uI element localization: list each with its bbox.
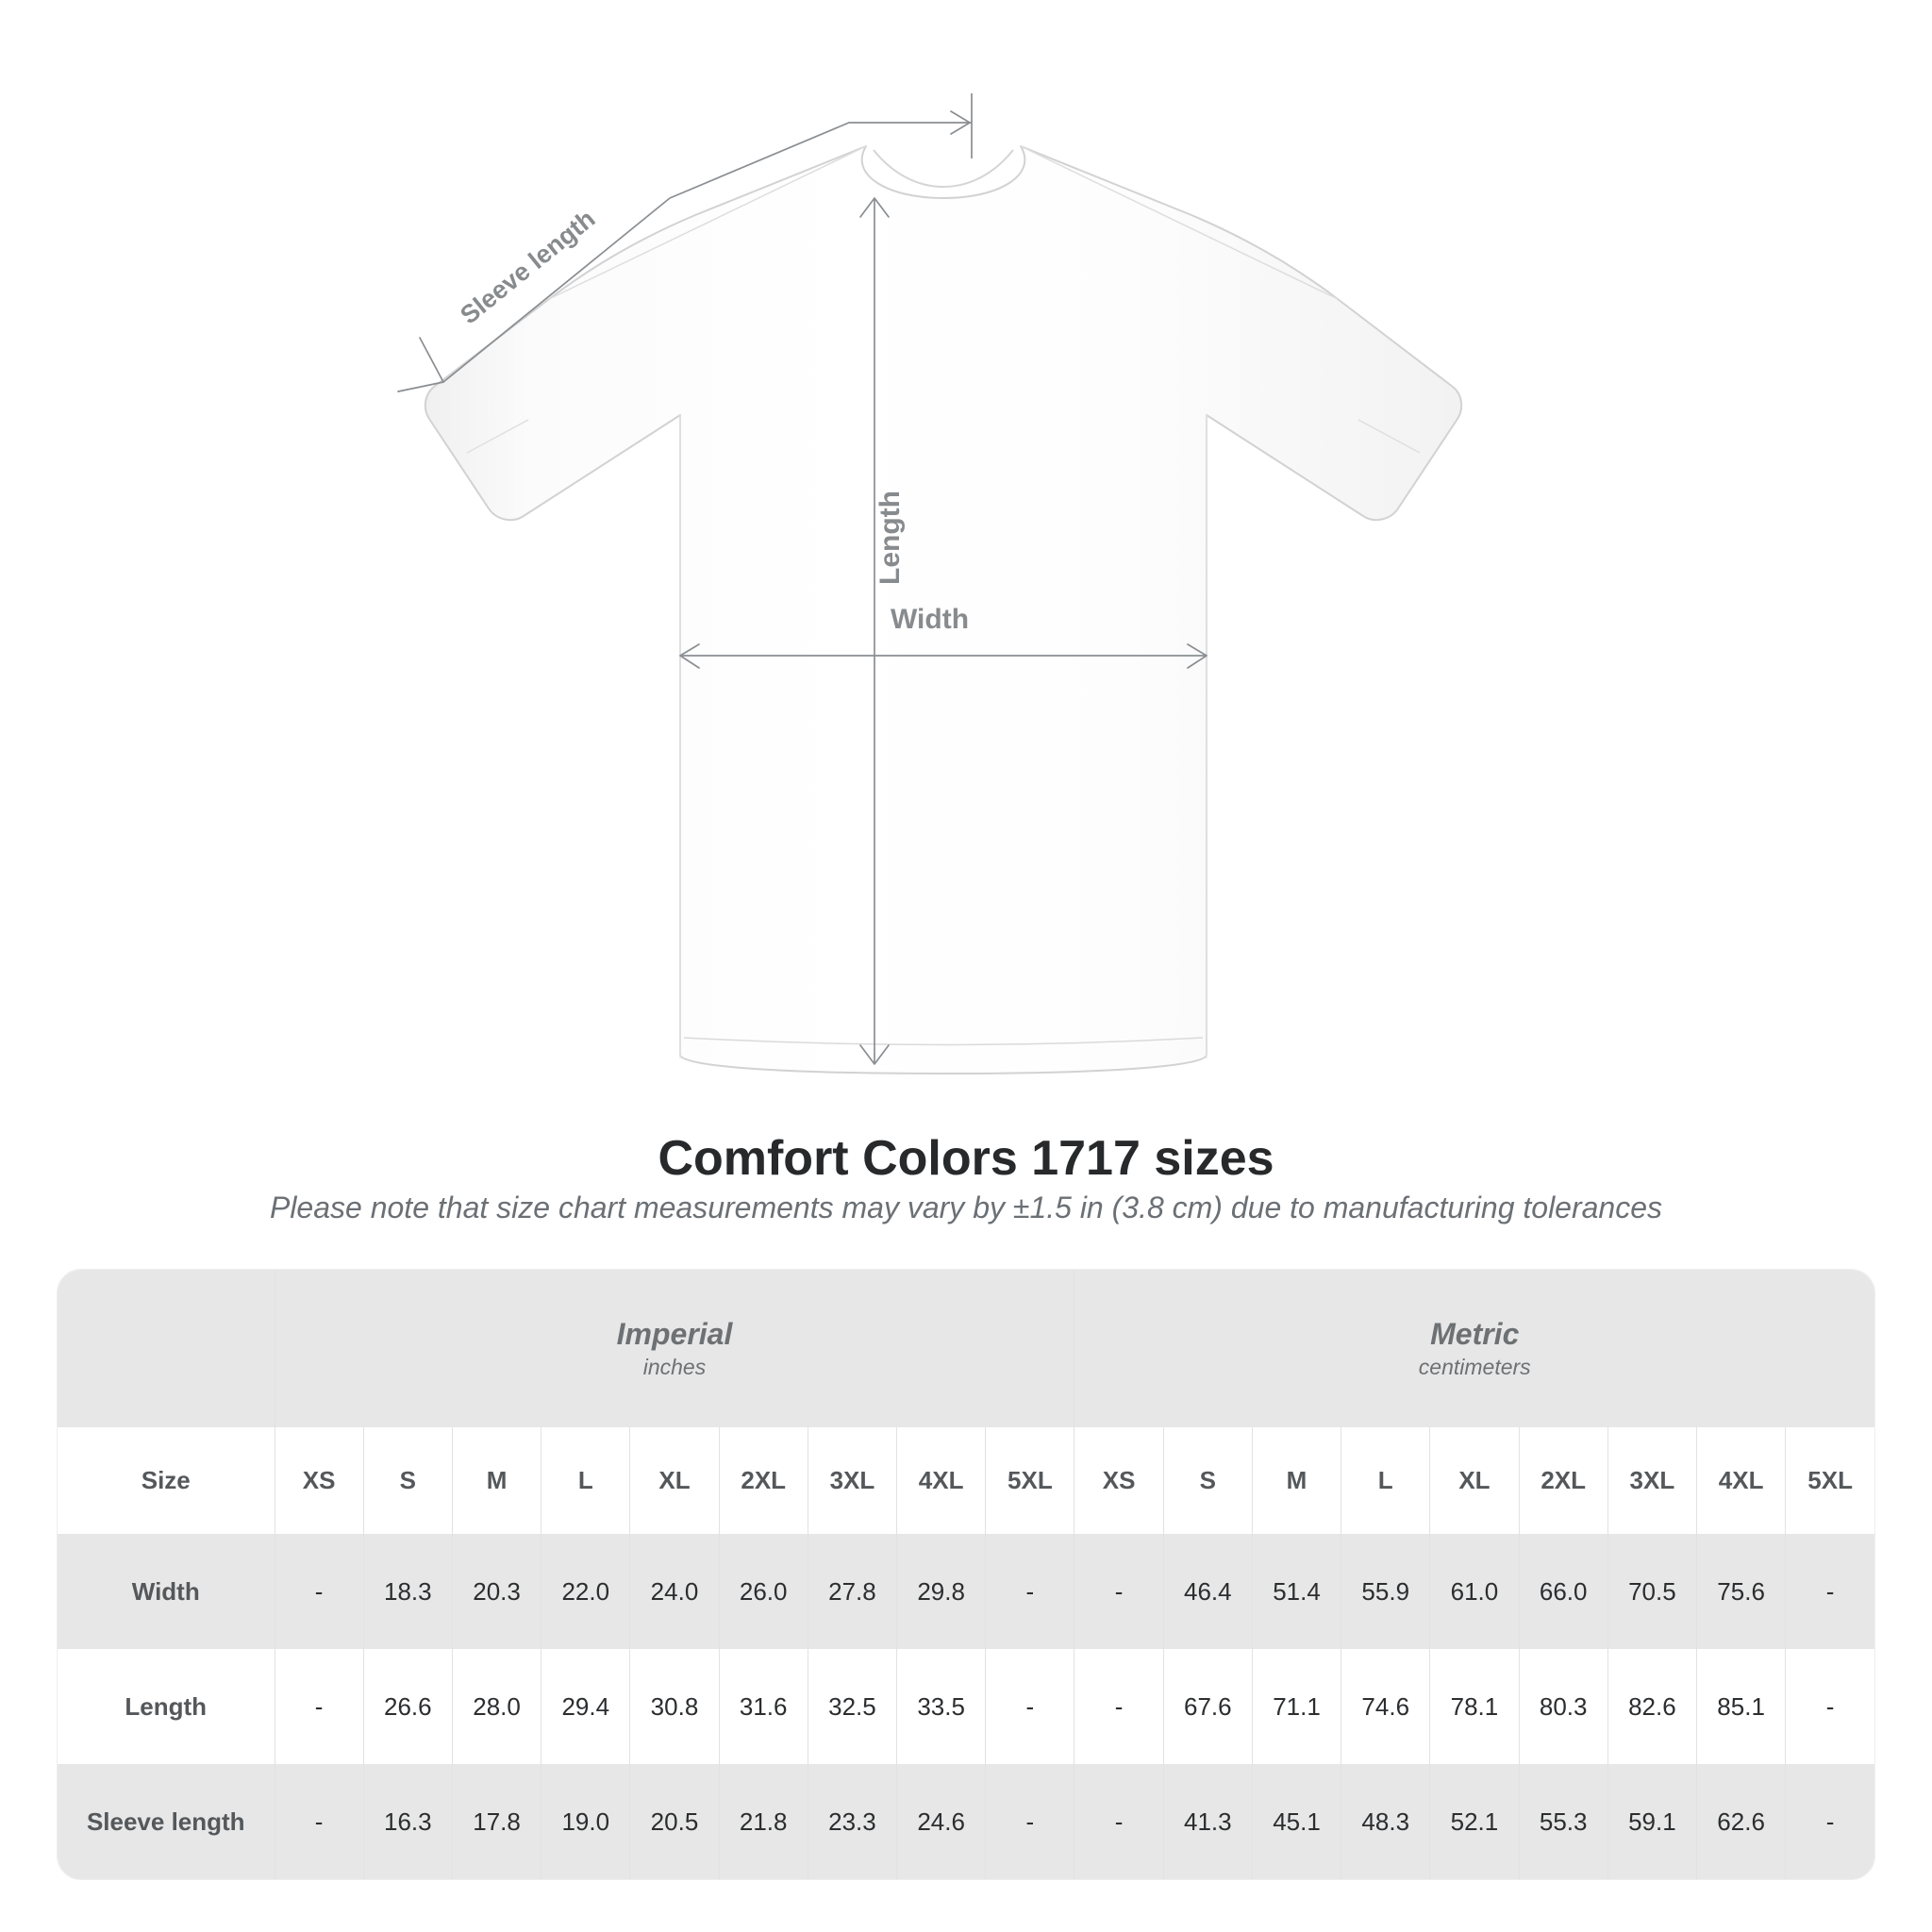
svg-text:Width: Width (891, 604, 969, 635)
svg-text:Length: Length (874, 491, 906, 585)
